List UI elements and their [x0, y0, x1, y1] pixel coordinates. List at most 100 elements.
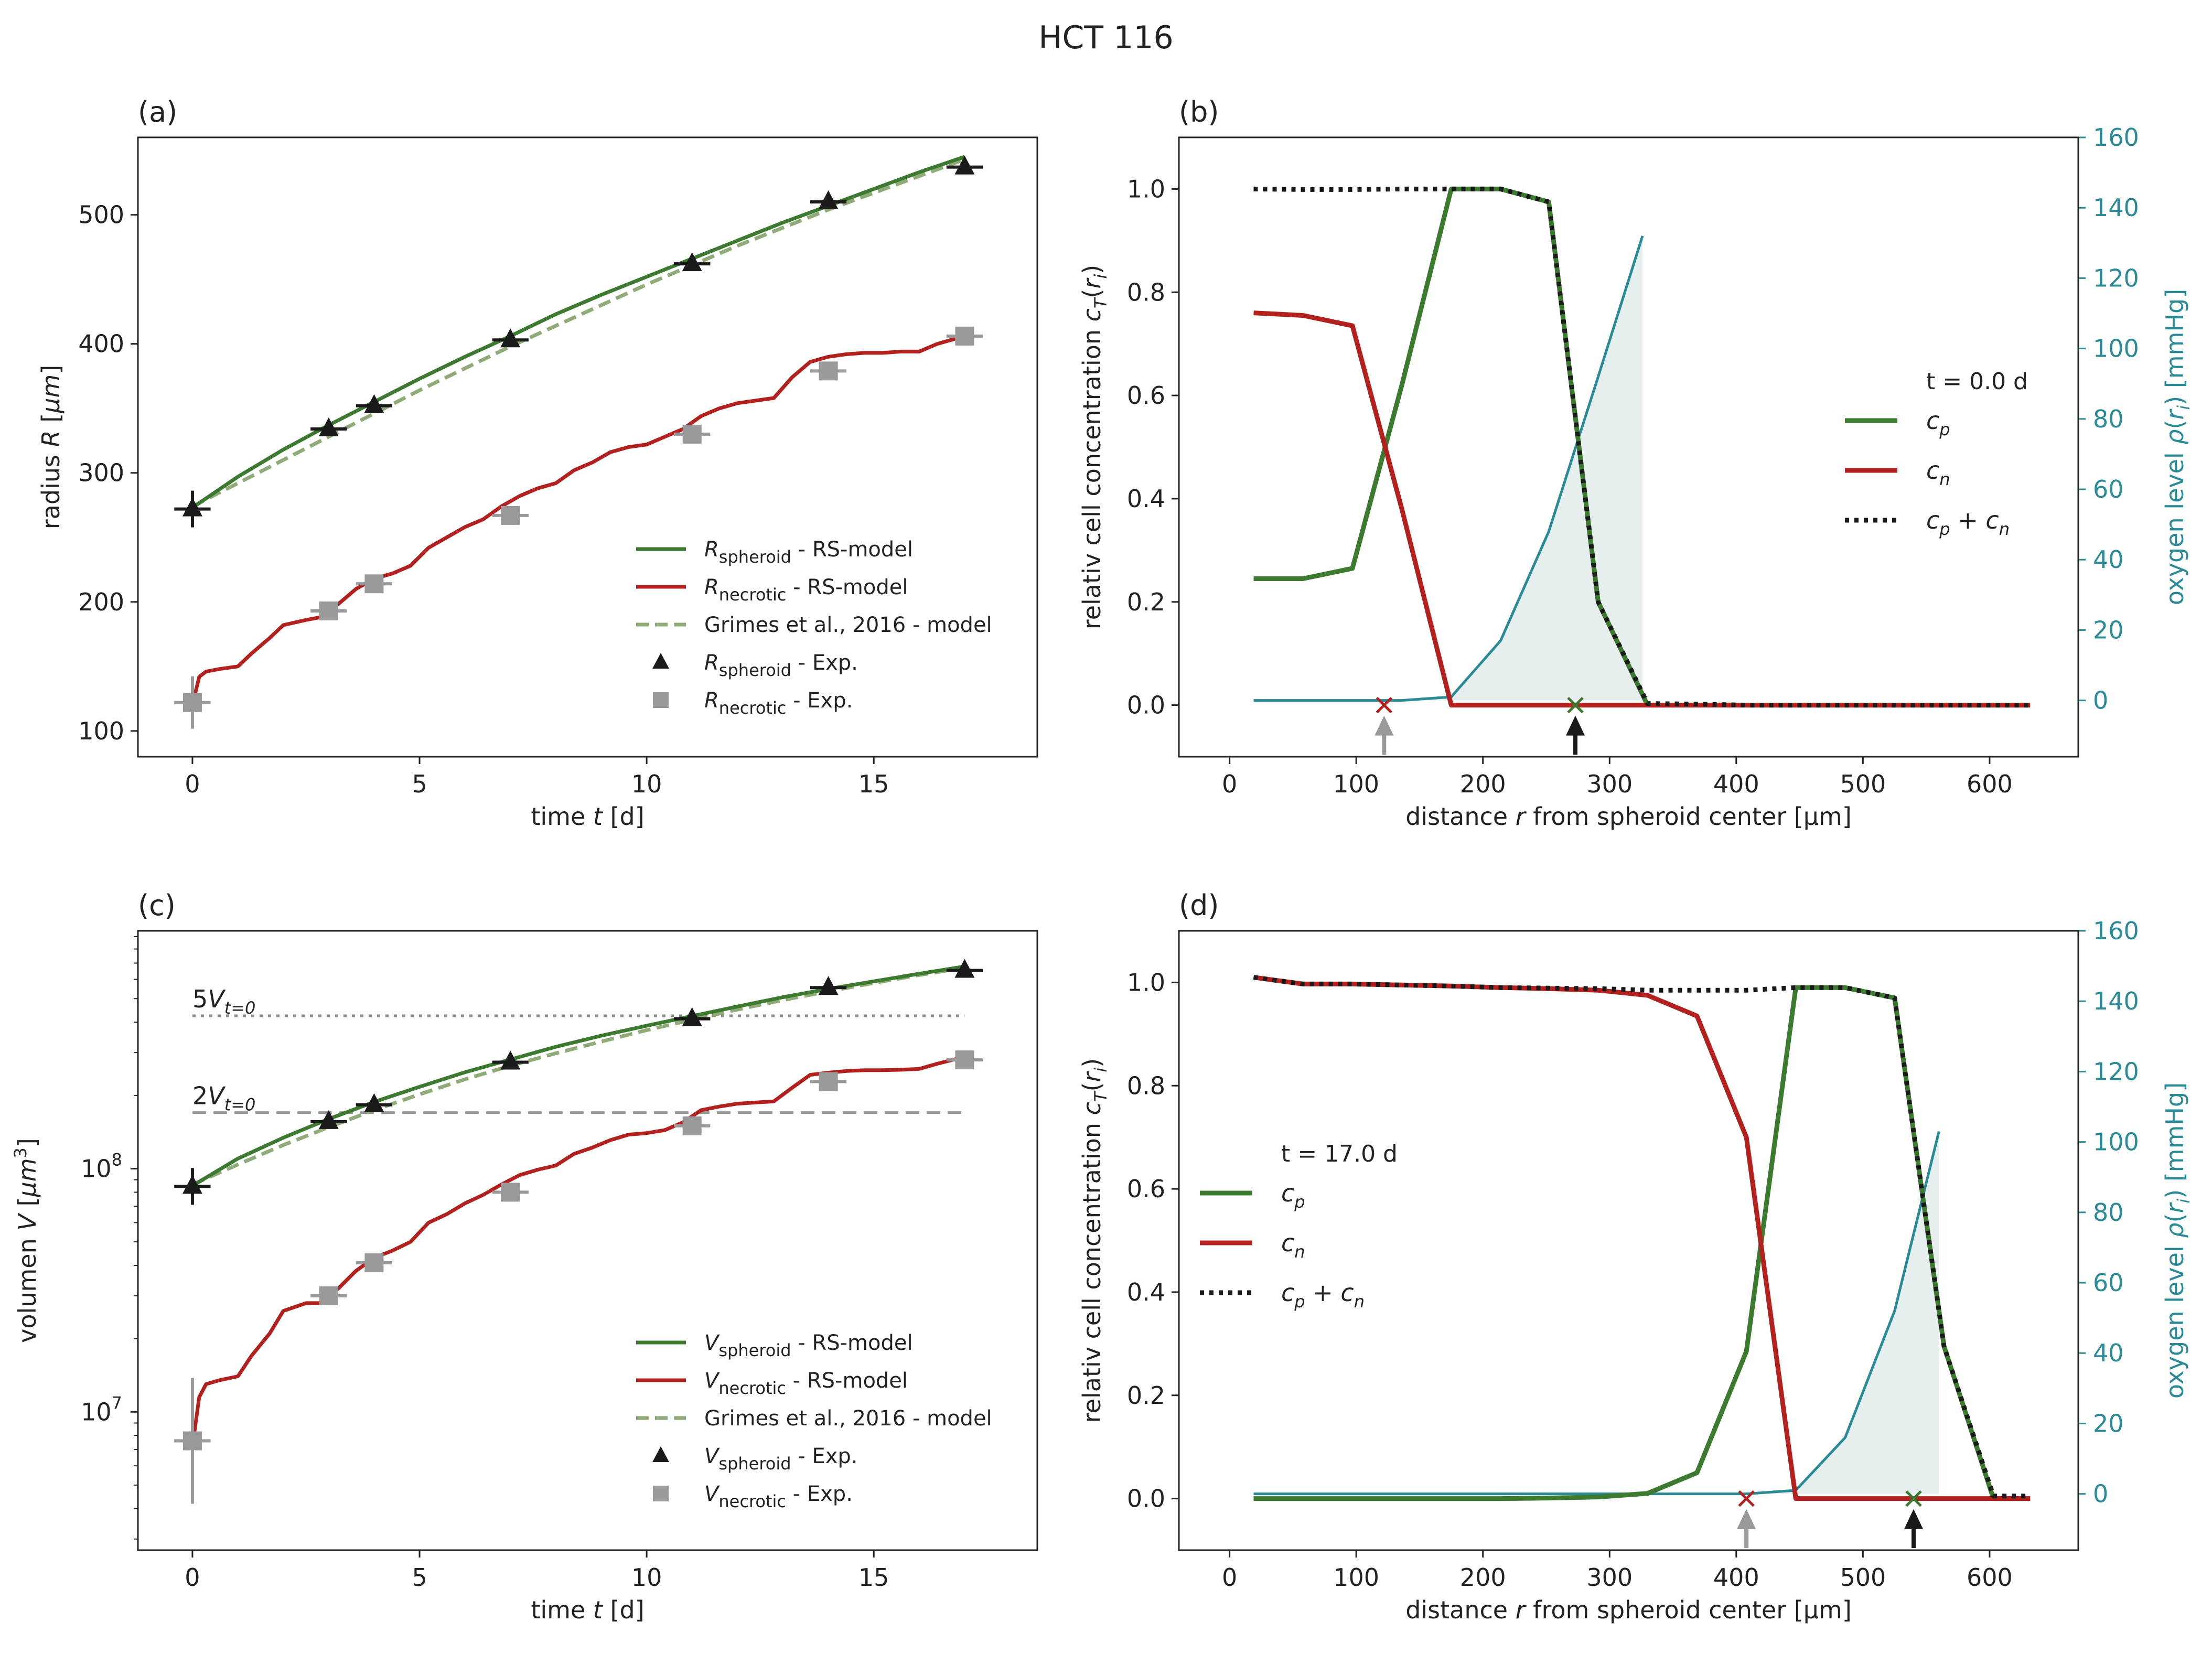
- series-line: [1253, 975, 2031, 1499]
- time-annotation: t = 0.0 d: [1926, 368, 2028, 395]
- threshold-arrow-head: [1904, 1509, 1923, 1529]
- oxygen-area: [1253, 1131, 1939, 1494]
- y2-axis-label: oxygen level ρ(ri) [mmHg]: [2161, 1082, 2194, 1399]
- data-point: [818, 976, 839, 995]
- y2-tick-label: 100: [2093, 1128, 2139, 1156]
- series-line: [1253, 985, 2031, 1501]
- legend-label: Vnecrotic - Exp.: [704, 1482, 853, 1511]
- y-tick-label: 100: [78, 717, 124, 745]
- data-point: [500, 1050, 521, 1070]
- data-point: [319, 1286, 338, 1305]
- y2-tick-label: 0: [2093, 1480, 2108, 1508]
- x-axis-label: time t [d]: [531, 1596, 644, 1624]
- data-point: [500, 328, 521, 348]
- legend-label: Grimes et al., 2016 - model: [704, 1406, 992, 1431]
- series-line: [190, 1052, 966, 1447]
- legend-label: cp: [1926, 406, 1950, 439]
- panel-label: (d): [1179, 889, 1219, 922]
- legend-label: cp: [1281, 1179, 1305, 1212]
- legend-swatch: [653, 1486, 669, 1501]
- y-tick-label: 1.0: [1127, 175, 1165, 203]
- time-annotation: t = 17.0 d: [1281, 1141, 1398, 1167]
- panel-d: (d)0 100 200 300 400 500 6000.00.20.40.60.81.0…: [1078, 889, 2194, 1624]
- y-axis-label: volumen V [µm3]: [10, 1138, 41, 1343]
- data-point: [319, 601, 338, 620]
- y-tick-label: 500: [78, 201, 124, 229]
- data-point: [182, 497, 202, 517]
- legend-swatch: [652, 1446, 669, 1462]
- y-tick-label: 107: [81, 1393, 122, 1426]
- y-tick-label: 0.8: [1127, 278, 1165, 306]
- legend-label: Rnecrotic - RS-model: [704, 575, 908, 605]
- data-point: [501, 1183, 520, 1202]
- x-tick-label: 100: [1333, 770, 1379, 798]
- y2-tick-label: 80: [2093, 405, 2124, 433]
- series-line: [191, 965, 965, 1187]
- x-tick-label: 200: [1460, 770, 1506, 798]
- threshold-marker: [1905, 1490, 1922, 1507]
- y-axis-label: relativ cell concentration cT(ri): [1078, 265, 1111, 629]
- plot-frame: [1178, 930, 2079, 1551]
- y2-axis-label: oxygen level ρ(ri) [mmHg]: [2161, 289, 2194, 605]
- y2-tick-label: 60: [2093, 475, 2124, 503]
- series-line: [191, 157, 965, 508]
- y-axis-label: radius R [µm]: [37, 365, 65, 529]
- threshold-arrow-head: [1375, 715, 1394, 736]
- y-tick-label: 0.2: [1127, 588, 1165, 616]
- plot-frame: [1178, 136, 2079, 758]
- y2-tick-label: 120: [2093, 1057, 2139, 1086]
- y-tick-label: 0.4: [1127, 1278, 1165, 1306]
- data-point: [819, 1072, 838, 1091]
- data-point: [182, 1431, 202, 1451]
- y-tick-label: 300: [78, 459, 124, 487]
- data-point: [318, 1110, 339, 1129]
- panel-label: (c): [138, 889, 176, 922]
- y2-tick-label: 40: [2093, 1339, 2124, 1367]
- y2-tick-label: 40: [2093, 545, 2124, 574]
- y2-tick-label: 160: [2093, 917, 2139, 945]
- x-tick-label: 15: [858, 770, 889, 798]
- y2-tick-label: 140: [2093, 987, 2139, 1015]
- data-point: [182, 1175, 202, 1194]
- y-tick-label: 0.6: [1127, 1175, 1165, 1203]
- plot-frame: [137, 136, 1038, 758]
- y-axis-label: relativ cell concentration cT(ri): [1078, 1058, 1111, 1423]
- data-point: [682, 1116, 702, 1135]
- data-point: [955, 326, 974, 346]
- legend-label: Vspheroid - RS-model: [704, 1331, 913, 1360]
- data-point: [954, 155, 975, 175]
- panel-c: (c) 0 5 10 15 107 108 time t [d] volumen V [µm3]…: [10, 889, 1038, 1624]
- plot-area: [174, 959, 983, 1504]
- data-point: [364, 1253, 384, 1273]
- data-point: [501, 506, 520, 525]
- x-tick-label: 200: [1460, 1563, 1506, 1592]
- y-tick-label: 1.0: [1127, 968, 1165, 996]
- data-point: [364, 1093, 384, 1112]
- oxygen-line: [1253, 1131, 1940, 1496]
- series-line: [191, 155, 965, 509]
- plot-frame: [137, 930, 1038, 1551]
- panel-b: (b)0 100 200 300 400 500 6000.00.20.40.60.81.0…: [1078, 95, 2194, 831]
- x-tick-label: 300: [1586, 1563, 1633, 1592]
- data-point: [364, 394, 384, 413]
- x-tick-label: 0: [185, 770, 200, 798]
- y-tick-label: 400: [78, 330, 124, 358]
- y-tick-label: 108: [81, 1150, 122, 1183]
- y-tick-label: 0.2: [1127, 1381, 1165, 1410]
- panel-label: (a): [138, 95, 177, 128]
- data-point: [954, 959, 975, 978]
- threshold-marker: [1376, 696, 1393, 714]
- legend-label: Vnecrotic - RS-model: [704, 1369, 908, 1398]
- panel-label: (b): [1179, 95, 1219, 128]
- plot-area: [1253, 975, 2031, 1501]
- x-tick-label: 600: [1967, 770, 2013, 798]
- series-line: [1253, 186, 2031, 708]
- y-tick-label: 0.0: [1127, 1485, 1165, 1513]
- x-tick-label: 5: [412, 770, 427, 798]
- x-tick-label: 10: [631, 1563, 662, 1592]
- x-tick-label: 600: [1967, 1563, 2013, 1592]
- y-tick-label: 200: [78, 588, 124, 616]
- y2-tick-label: 0: [2093, 686, 2108, 715]
- data-point: [682, 1007, 702, 1026]
